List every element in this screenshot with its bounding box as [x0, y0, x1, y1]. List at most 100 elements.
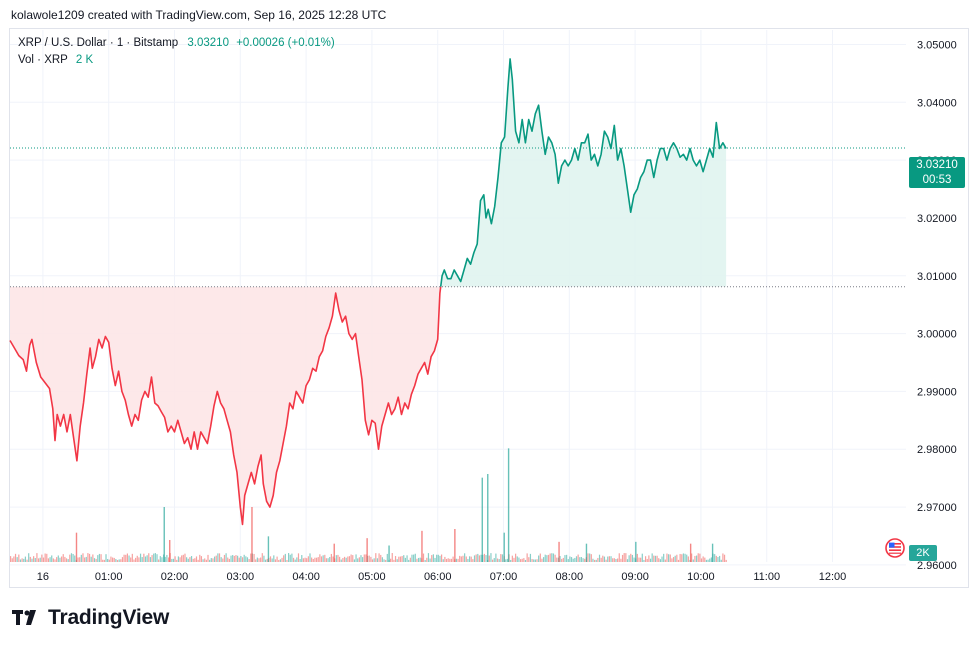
- volume-bar: [496, 558, 499, 562]
- volume-bar: [526, 553, 528, 562]
- volume-bar: [276, 556, 278, 562]
- volume-bar: [719, 555, 721, 562]
- volume-bar: [414, 553, 416, 562]
- volume-bar: [584, 558, 586, 562]
- volume-bar: [97, 555, 99, 562]
- volume-bar: [424, 559, 426, 562]
- volume-bar: [654, 555, 657, 562]
- volume-bar: [454, 529, 456, 562]
- volume-bar: [90, 556, 92, 562]
- volume-bar: [491, 559, 494, 562]
- volume-bar: [340, 559, 342, 562]
- volume-bar: [54, 559, 56, 562]
- volume-bar: [187, 558, 189, 562]
- volume-bar: [167, 557, 170, 562]
- volume-bar: [478, 555, 481, 562]
- volume-bar: [333, 543, 335, 562]
- volume-bar: [146, 555, 148, 562]
- volume-bar: [437, 554, 439, 562]
- volume-bar: [473, 555, 476, 562]
- x-tick-label: 02:00: [161, 571, 189, 583]
- volume-bar: [317, 557, 319, 562]
- volume-bar: [353, 559, 356, 562]
- volume-bar: [246, 557, 249, 562]
- volume-bar: [218, 553, 221, 562]
- legend-volume-value: 2 K: [75, 54, 94, 66]
- volume-bar: [283, 555, 285, 562]
- volume-bar: [677, 559, 680, 562]
- volume-bar: [258, 558, 260, 562]
- volume-bar: [668, 554, 670, 562]
- volume-bar: [13, 556, 15, 562]
- volume-bar: [691, 553, 693, 562]
- volume-bar: [213, 556, 216, 562]
- volume-bar: [704, 557, 706, 562]
- volume-bar: [605, 559, 607, 562]
- volume-bar: [182, 554, 184, 562]
- y-tick-label: 3.05000: [917, 39, 957, 51]
- volume-bar: [281, 557, 283, 562]
- volume-bar: [608, 556, 610, 562]
- volume-bar: [153, 553, 155, 562]
- x-tick-label: 07:00: [490, 571, 518, 583]
- volume-bar: [222, 558, 224, 562]
- volume-bar: [23, 558, 25, 562]
- volume-bar: [250, 553, 252, 562]
- volume-bar: [399, 556, 402, 562]
- volume-bar: [315, 557, 318, 562]
- volume-bar: [621, 554, 624, 562]
- volume-bar: [380, 554, 382, 562]
- volume-bar: [370, 556, 372, 562]
- volume-bar: [324, 554, 326, 562]
- volume-bar: [558, 541, 560, 562]
- volume-bar: [80, 554, 82, 562]
- volume-bar: [612, 558, 614, 562]
- volume-bar: [320, 556, 323, 562]
- volume-bar: [529, 553, 532, 562]
- volume-bar: [533, 559, 535, 562]
- chart-pane[interactable]: [9, 28, 969, 588]
- volume-bar: [390, 558, 392, 562]
- us-flag-icon[interactable]: [884, 538, 908, 558]
- volume-bar: [523, 558, 525, 562]
- volume-bar: [464, 553, 466, 562]
- volume-bar: [128, 555, 130, 562]
- volume-bar: [386, 553, 388, 562]
- volume-bar: [409, 557, 411, 562]
- volume-bar: [11, 558, 13, 562]
- attribution-text: kolawole1209 created with TradingView.co…: [11, 8, 387, 22]
- volume-bar: [151, 555, 153, 562]
- volume-bar: [436, 554, 438, 562]
- volume-bar: [689, 543, 692, 562]
- volume-bar: [544, 554, 546, 562]
- volume-bar: [649, 558, 652, 562]
- volume-bar: [232, 555, 234, 562]
- volume-bar: [600, 557, 602, 562]
- legend-volume-label[interactable]: Vol · XRP: [18, 54, 68, 66]
- volume-bar: [217, 553, 219, 562]
- volume-bar: [138, 557, 140, 562]
- volume-bar: [542, 557, 545, 562]
- volume-bar: [307, 556, 309, 562]
- volume-bar: [725, 559, 727, 562]
- legend-symbol[interactable]: XRP / U.S. Dollar · 1 · Bitstamp: [18, 37, 179, 49]
- volume-bar: [172, 558, 175, 562]
- volume-bar: [421, 530, 423, 562]
- volume-bar: [296, 557, 298, 562]
- volume-bar: [107, 558, 109, 562]
- volume-bar: [585, 543, 588, 562]
- volume-bar: [237, 555, 239, 562]
- volume-bar: [269, 556, 272, 562]
- tradingview-logo[interactable]: TV TradingView: [12, 606, 169, 630]
- volume-bar: [457, 558, 459, 562]
- volume-bar: [408, 559, 410, 562]
- volume-bar: [626, 559, 629, 562]
- volume-bar: [715, 555, 717, 562]
- volume-bar: [686, 554, 688, 562]
- volume-bar: [204, 558, 206, 562]
- volume-bar: [510, 559, 512, 562]
- x-tick-label: 06:00: [424, 571, 452, 583]
- volume-bar: [498, 559, 500, 562]
- volume-bar: [93, 558, 96, 562]
